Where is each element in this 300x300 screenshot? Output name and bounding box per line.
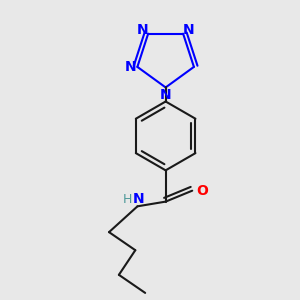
Text: N: N — [132, 192, 144, 206]
Text: N: N — [160, 88, 172, 102]
Text: N: N — [137, 23, 148, 38]
Text: H: H — [123, 193, 132, 206]
Text: O: O — [196, 184, 208, 198]
Text: N: N — [183, 23, 194, 38]
Text: N: N — [125, 60, 136, 74]
